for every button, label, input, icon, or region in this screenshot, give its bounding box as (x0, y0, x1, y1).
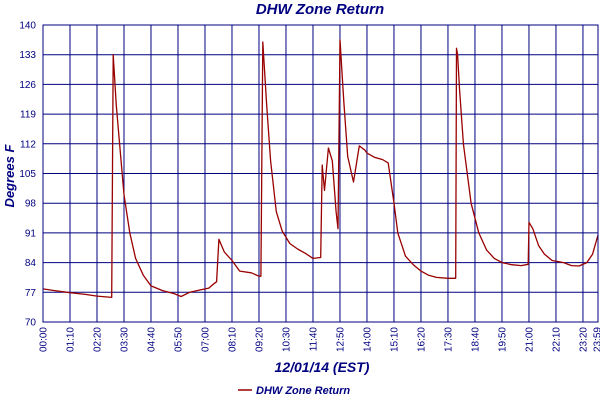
x-tick-label: 00:00 (39, 327, 50, 352)
x-tick-label: 23:59 (593, 327, 600, 352)
x-tick-label: 15:10 (389, 327, 400, 352)
y-tick-label: 77 (25, 288, 37, 299)
x-tick-label: 22:10 (551, 327, 562, 352)
x-tick-label: 19:50 (497, 327, 508, 352)
series-group (42, 39, 599, 299)
y-tick-label: 126 (19, 80, 36, 91)
x-tick-label: 16:20 (416, 327, 427, 352)
y-tick-label: 112 (20, 139, 36, 150)
y-tick-label: 70 (25, 318, 37, 329)
x-tick-label: 21:00 (524, 327, 535, 352)
x-tick-label: 04:40 (146, 327, 157, 352)
y-tick-label: 98 (25, 199, 37, 210)
y-axis-ticks: 70 77 84 91 98 105 112 119 126 133 140 (19, 21, 36, 329)
x-tick-label: 18:40 (470, 327, 481, 352)
y-tick-label: 91 (25, 228, 37, 239)
y-tick-label: 133 (19, 50, 36, 61)
x-tick-label: 10:30 (281, 327, 292, 352)
y-tick-label: 119 (20, 110, 36, 121)
series-line (42, 39, 599, 299)
y-tick-label: 140 (19, 21, 36, 32)
chart-title: DHW Zone Return (256, 1, 384, 18)
x-tick-label: 09:20 (254, 327, 265, 352)
x-tick-label: 01:10 (65, 327, 76, 352)
x-tick-label: 11:40 (308, 327, 319, 352)
legend-label: DHW Zone Return (256, 385, 350, 397)
y-axis-label: Degrees F (2, 144, 17, 208)
x-tick-label: 07:00 (200, 327, 211, 352)
x-tick-label: 05:50 (173, 327, 184, 352)
x-tick-label: 03:30 (119, 327, 130, 352)
x-tick-label: 23:20 (578, 327, 589, 352)
x-tick-label: 17:30 (443, 327, 454, 352)
plot-frame (42, 24, 599, 323)
x-axis-label: 12/01/14 (EST) (275, 359, 370, 375)
x-axis-ticks: 00:00 01:10 02:20 03:30 04:40 05:50 07:00 08:10… (39, 327, 600, 352)
legend: DHW Zone Return (238, 385, 350, 397)
x-tick-label: 02:20 (92, 327, 103, 352)
y-tick-label: 84 (25, 258, 37, 269)
x-tick-label: 08:10 (227, 327, 238, 352)
y-tick-label: 105 (19, 169, 36, 180)
x-tick-label: 14:00 (362, 327, 373, 352)
x-tick-label: 12:50 (335, 327, 346, 352)
